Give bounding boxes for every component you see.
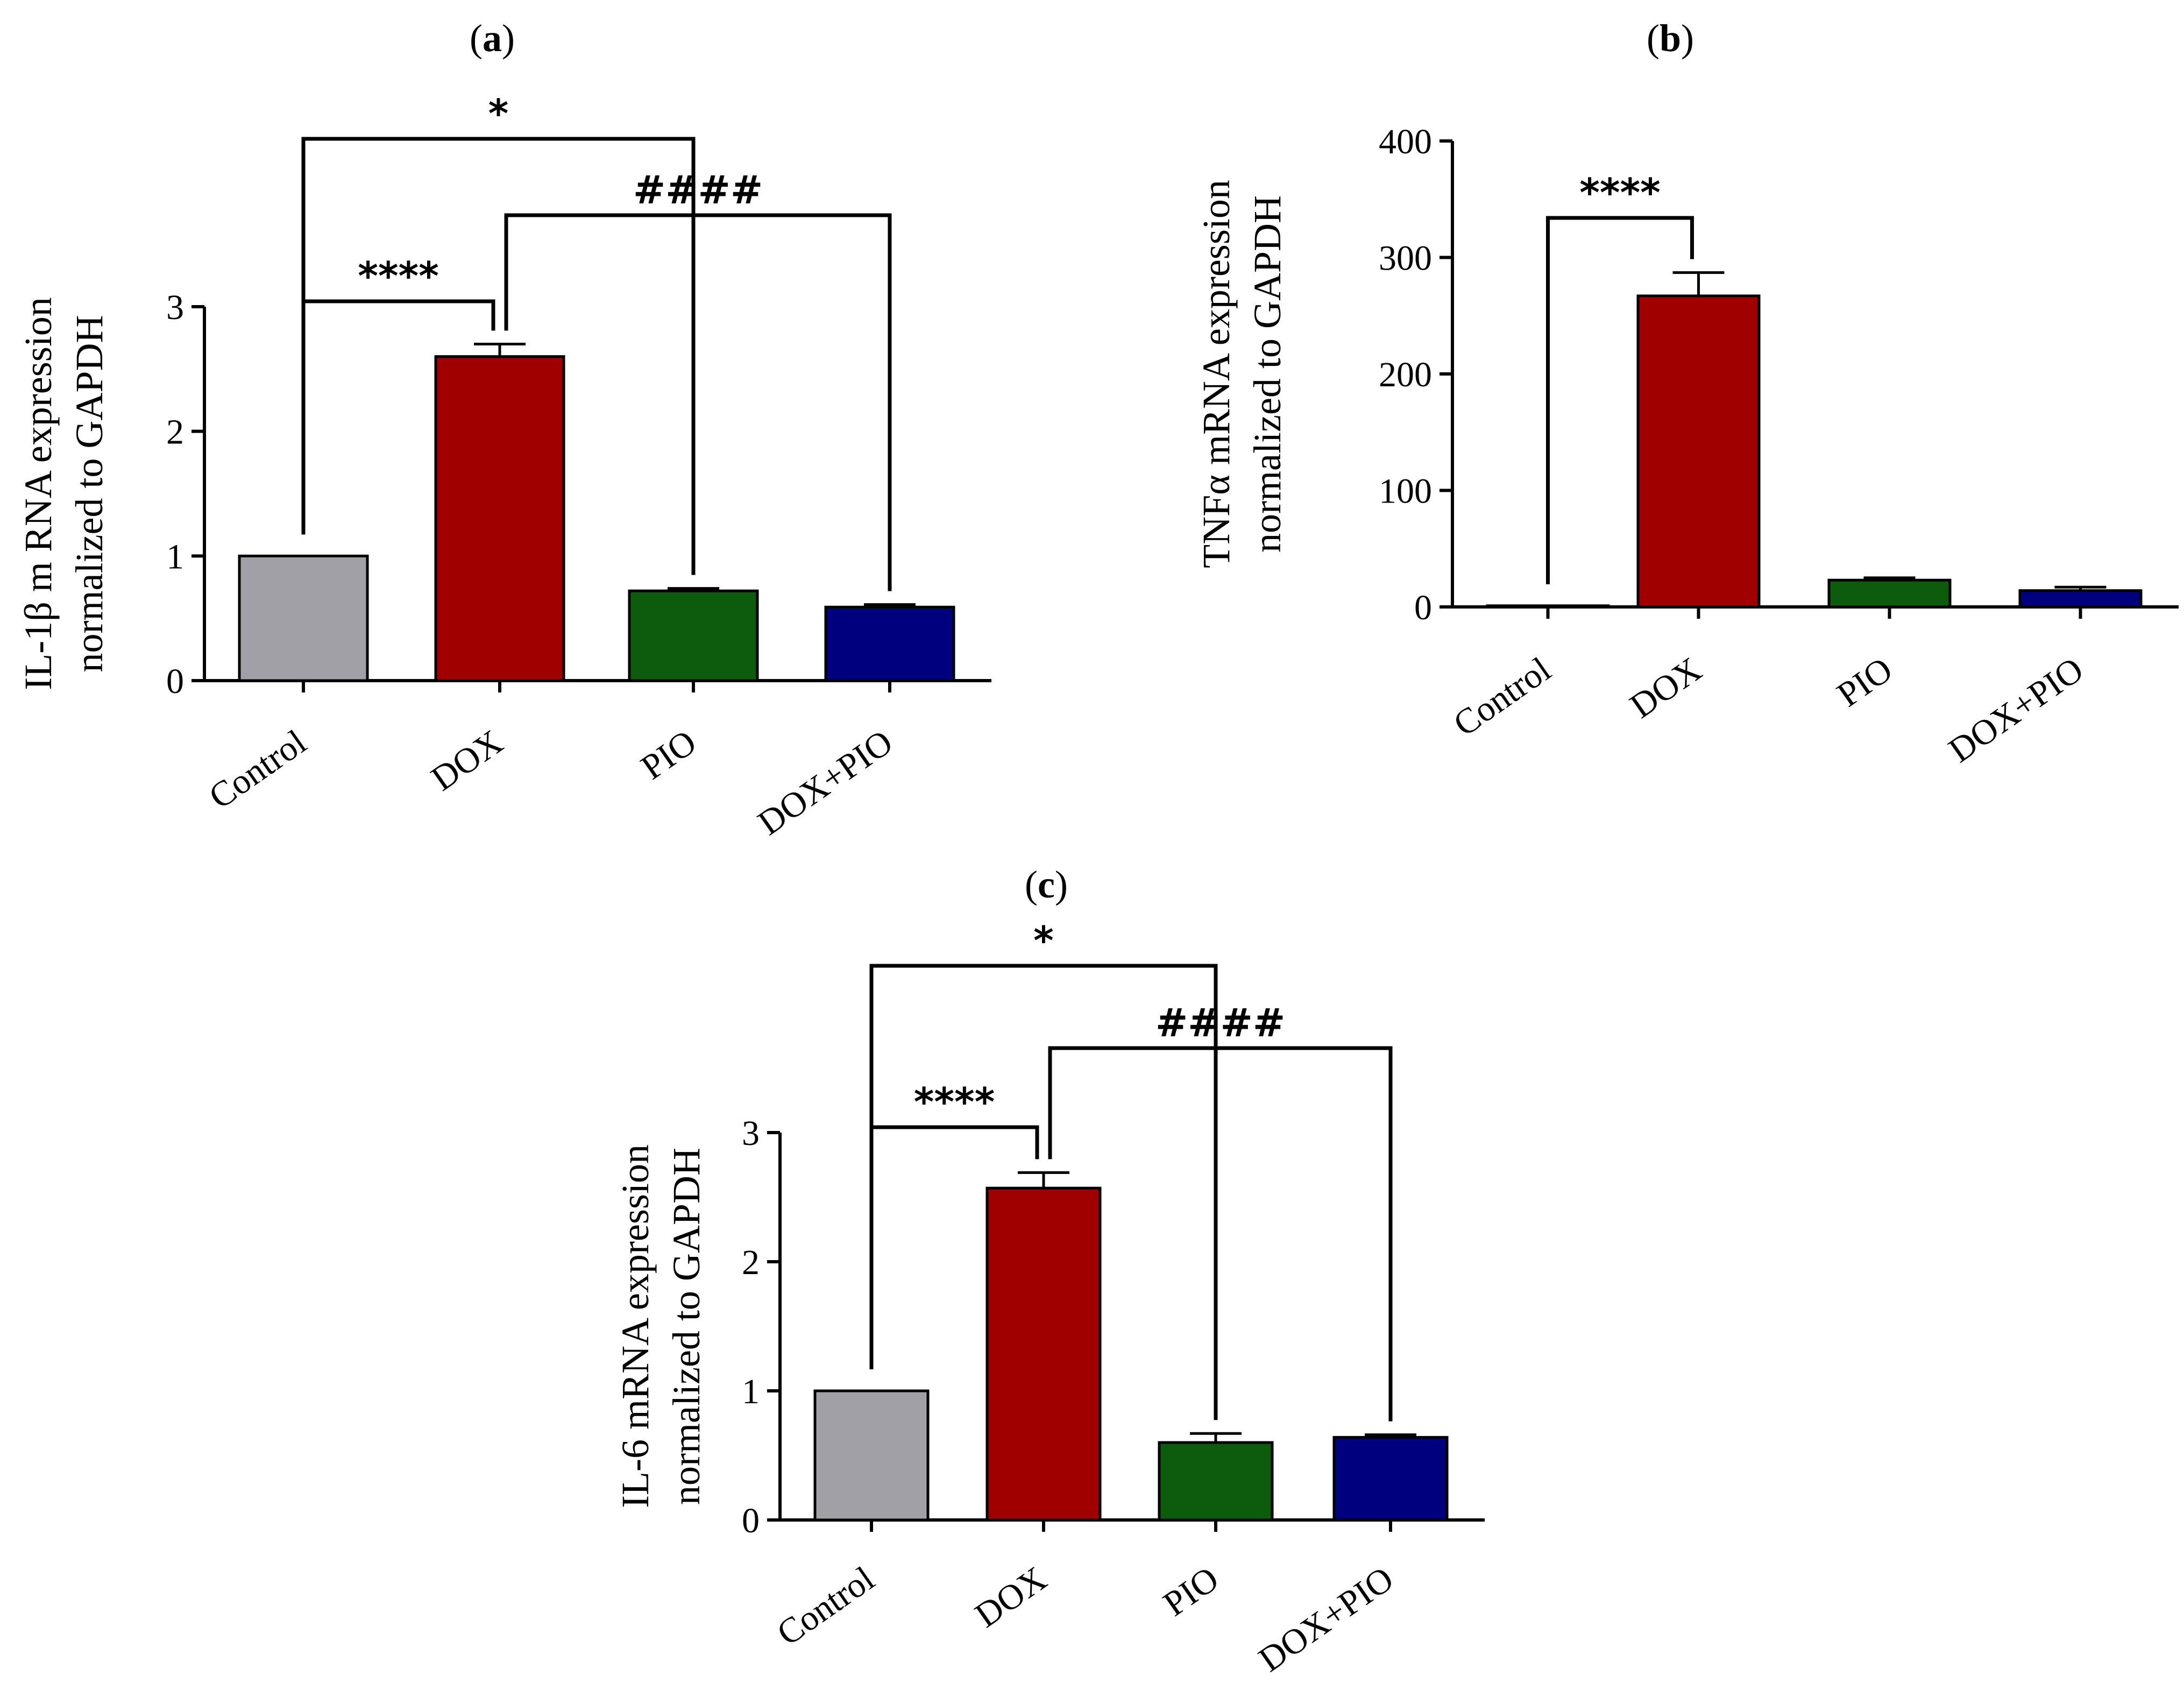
category-label: DOX+PIO <box>1941 649 2090 770</box>
significance-label: **** <box>358 253 439 299</box>
category-label: DOX <box>968 1559 1054 1635</box>
y-tick-label: 100 <box>1379 472 1432 511</box>
significance-bracket <box>504 213 892 591</box>
significance-bracket <box>1546 216 1694 584</box>
panel-b: (b) 0 100 200 300 400 TNFα mRNA expression norm… <box>1195 0 2179 770</box>
y-tick-label: 1 <box>166 537 184 576</box>
panel-label-close: ) <box>502 17 515 60</box>
significance-bracket <box>301 137 696 575</box>
category-label: Control <box>1446 649 1558 744</box>
significance-label: #### <box>1155 1000 1285 1045</box>
y-tick-label: 400 <box>1379 122 1432 161</box>
bar-dox-plus-pio <box>2018 589 2143 609</box>
category-label: PIO <box>1157 1559 1226 1624</box>
y-axis-label-line1: IL-6 mRNA expression <box>614 1144 657 1508</box>
category-label: DOX+PIO <box>1252 1559 1401 1679</box>
y-tick-label: 2 <box>166 413 184 452</box>
bar-control <box>238 554 369 682</box>
panel-label-close: ) <box>1681 17 1694 60</box>
panel-label-close: ) <box>1055 863 1068 906</box>
panel-label-open: ( <box>1647 17 1660 60</box>
bar-dox <box>985 1186 1102 1522</box>
bar-control <box>1486 604 1610 609</box>
bar-dox <box>1636 294 1761 609</box>
panel-label-open: ( <box>1025 863 1038 906</box>
significance-label: **** <box>914 1079 995 1125</box>
y-tick-label: 0 <box>742 1501 760 1540</box>
panel-label-letter: b <box>1660 17 1681 60</box>
y-tick-label: 0 <box>166 662 184 701</box>
y-tick-label: 300 <box>1379 239 1432 278</box>
category-label: Control <box>202 722 314 816</box>
category-label: PIO <box>1830 649 1899 715</box>
bar-pio <box>628 589 759 682</box>
panel-label-open: ( <box>470 17 483 60</box>
significance-label: #### <box>1828 0 1958 9</box>
y-tick-label: 2 <box>742 1243 760 1282</box>
significance-bracket <box>1048 1046 1393 1422</box>
bar-control <box>813 1389 930 1522</box>
significance-label: * <box>1033 918 1054 963</box>
y-tick-label: 0 <box>1414 588 1432 627</box>
bar-dox-plus-pio <box>1332 1436 1449 1522</box>
panel-label-letter: a <box>483 17 502 60</box>
significance-label: ** <box>576 0 616 9</box>
category-label: DOX <box>1623 649 1708 726</box>
category-label: PIO <box>634 722 704 787</box>
category-label: DOX <box>424 722 510 798</box>
significance-bracket <box>869 964 1218 1420</box>
panel-label-letter: c <box>1038 863 1055 906</box>
y-tick-label: 1 <box>742 1372 760 1411</box>
y-axis-label-line2: normalized to GAPDH <box>1246 195 1289 553</box>
panel-a: (a) 0 1 2 3 IL-1β m RNA expression normalized … <box>17 0 991 843</box>
panel-label: (a) <box>470 17 515 60</box>
bar-pio <box>1158 1441 1274 1522</box>
panel-label: (b) <box>1647 17 1694 60</box>
y-axis-label-line1: TNFα mRNA expression <box>1195 180 1238 568</box>
significance-label: * <box>1121 0 1141 9</box>
category-label: DOX+PIO <box>751 722 900 843</box>
bar-pio <box>1827 578 1952 609</box>
category-label: Control <box>770 1559 882 1653</box>
significance-label: #### <box>633 167 763 213</box>
y-axis-label-line2: normalized to GAPDH <box>68 315 111 673</box>
significance-label: **** <box>1579 170 1661 215</box>
y-axis-label-line1: IL-1β m RNA expression <box>17 297 60 690</box>
y-tick-label: 3 <box>742 1114 760 1153</box>
significance-label: * <box>488 91 509 136</box>
bar-dox <box>434 355 565 682</box>
bar-dox-plus-pio <box>824 605 955 682</box>
y-axis-label-line2: normalized to GAPDH <box>665 1148 708 1505</box>
y-tick-label: 3 <box>166 288 184 327</box>
y-tick-label: 200 <box>1379 355 1432 394</box>
panel-label: (c) <box>1025 863 1068 906</box>
